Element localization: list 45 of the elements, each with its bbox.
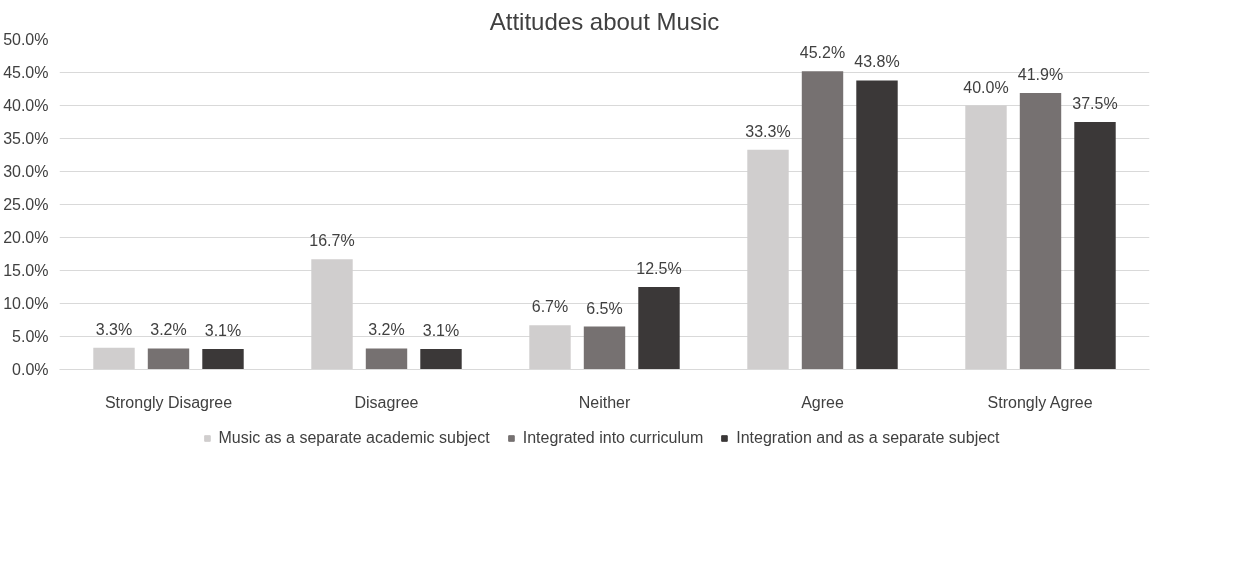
y-tick-label: 5.0% (12, 328, 49, 345)
data-label: 37.5% (1072, 95, 1118, 112)
legend-label: Integrated into curriculum (522, 429, 704, 447)
legend-label: Music as a separate academic subject (218, 429, 490, 447)
data-label: 16.7% (309, 232, 355, 250)
data-label: 3.1% (204, 322, 242, 340)
bar (420, 349, 462, 370)
bar (856, 80, 898, 370)
bar (365, 348, 408, 370)
bar (1074, 122, 1116, 370)
x-tick-label: Agree (801, 393, 844, 411)
data-label: 3.2% (368, 321, 405, 339)
x-tick-label: Strongly Disagree (104, 393, 233, 411)
data-label: 3.1% (422, 322, 460, 340)
data-label: 6.5% (586, 299, 623, 317)
y-tick-label: 20.0% (3, 229, 49, 246)
data-label: 40.0% (963, 78, 1009, 96)
bar (801, 71, 844, 370)
legend-label: Integration and as a separate subject (736, 429, 1000, 447)
data-label: 12.5% (636, 260, 682, 277)
data-label: 3.3% (95, 320, 133, 338)
data-label: 43.8% (854, 53, 900, 71)
data-label: 33.3% (745, 122, 791, 140)
y-tick-label: 45.0% (3, 64, 49, 81)
x-tick-label: Strongly Agree (987, 393, 1093, 411)
bar (638, 287, 680, 370)
bar (583, 326, 626, 370)
x-tick-label: Disagree (354, 393, 419, 411)
bar (147, 348, 190, 370)
bar (202, 349, 244, 370)
y-tick-label: 15.0% (3, 262, 49, 279)
chart-title: Attitudes about Music (489, 7, 720, 35)
y-tick-label: 25.0% (3, 196, 49, 213)
y-tick-label: 50.0% (3, 31, 49, 48)
y-tick-label: 35.0% (3, 130, 49, 147)
y-tick-label: 10.0% (3, 295, 49, 312)
data-label: 45.2% (799, 44, 846, 62)
bar (1019, 92, 1062, 370)
x-tick-label: Neither (578, 393, 631, 411)
data-label: 3.2% (150, 321, 187, 339)
data-label: 6.7% (531, 298, 569, 316)
y-tick-label: 30.0% (3, 163, 49, 180)
y-tick-label: 0.0% (12, 361, 49, 378)
data-label: 41.9% (1017, 65, 1064, 83)
y-tick-label: 40.0% (3, 97, 49, 114)
